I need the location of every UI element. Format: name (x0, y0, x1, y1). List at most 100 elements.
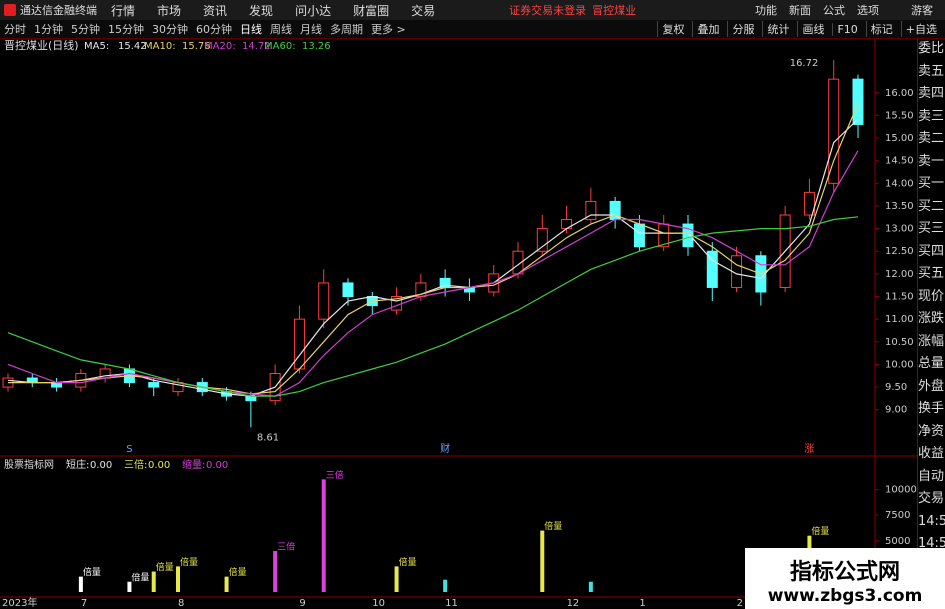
legend-value: 15.76 (182, 41, 211, 52)
y-tick-label: 15.50 (885, 110, 914, 121)
period-tab[interactable]: 1分钟 (34, 23, 63, 36)
volume-bar (394, 566, 399, 592)
menu-item[interactable]: 交易 (411, 3, 436, 18)
bar-annotation: 倍量 (83, 566, 101, 578)
period-tab[interactable]: 60分钟 (196, 23, 232, 36)
y-tick-label: 16.00 (885, 88, 914, 99)
field-value: 0.00 (206, 460, 228, 471)
legend-name: MA60: (264, 41, 296, 52)
menu-item[interactable]: 市场 (157, 3, 182, 18)
quote-label: 委比 (918, 41, 945, 56)
y-tick-label: 13.00 (885, 224, 914, 235)
y-tick-label: 13.50 (885, 201, 914, 212)
ma-line (7, 118, 859, 397)
watermark: 指标公式网 www.zbgs3.com (745, 548, 945, 609)
menu-item[interactable]: 问小达 (295, 3, 332, 18)
side-panel: 委比 卖五 卖四 卖三 卖二 卖一 买一 买二 买三 买四 买五 现价 涨跌 涨幅 总量 外盘 换手 净资 收益 自动… (917, 38, 945, 609)
bar-annotation: 三倍 (277, 541, 295, 553)
toolbar: 分时 1分钟 5分钟 15分钟 30分钟 60分钟 日线 周线 月线 多周期 更多 > 复权 叠加 分服统… (0, 20, 945, 39)
period-tab[interactable]: 日线 (240, 23, 262, 36)
x-tick-label: 10 (372, 598, 385, 609)
quote-label: 现价 (918, 288, 945, 304)
volume-bar (176, 566, 180, 592)
quote-label: 买三 (918, 221, 945, 236)
menu-item[interactable]: 选项 (857, 4, 879, 17)
ma-line (8, 103, 859, 395)
quote-label: 买一 (918, 176, 945, 191)
tool-button[interactable]: 复权 (657, 21, 684, 37)
field-name: 三倍: (124, 458, 147, 471)
legend-name: MA20: (204, 41, 236, 52)
legend-value: 14.72 (242, 41, 271, 52)
y-tick-label: 11.00 (885, 314, 914, 325)
period-tab[interactable]: 月线 (300, 23, 322, 36)
period-tab[interactable]: 5分钟 (71, 23, 100, 36)
quote-label: 卖三 (918, 108, 945, 124)
y-tick-label: 14.50 (885, 156, 914, 167)
menu-item[interactable]: 功能 (755, 4, 777, 17)
watermark-title: 指标公式网 (789, 560, 900, 585)
tool-button[interactable]: 标记 (865, 21, 893, 37)
bar-annotation: 倍量 (180, 556, 198, 568)
y-tick-label: 11.50 (885, 292, 914, 303)
x-tick-label: 7 (81, 598, 87, 609)
candle-body (536, 228, 548, 252)
legend-value: 15.42 (118, 41, 147, 52)
tool-button[interactable]: 画线 (797, 21, 824, 37)
volume-bar (540, 530, 545, 592)
legend-name: MA10: (144, 41, 176, 52)
high-annotation: 16.72 (790, 58, 819, 69)
user[interactable]: 游客 (911, 4, 933, 17)
menu-item[interactable]: 财富圈 (353, 3, 390, 18)
app-logo (4, 4, 16, 16)
quote-label: 净资 (918, 423, 945, 439)
y-tick-label: 14.00 (885, 178, 914, 189)
candle-body (852, 78, 864, 125)
menu-item[interactable]: 新面 (789, 4, 811, 17)
bar-annotation: 倍量 (811, 525, 829, 537)
y-tick-label: 9.50 (885, 382, 907, 393)
tool-button[interactable]: +自选 (900, 21, 937, 37)
y-tick-label: 7500 (885, 510, 910, 521)
candle-body (293, 318, 305, 370)
period-tab[interactable]: 30分钟 (152, 23, 188, 36)
y-tick-label: 10.50 (885, 337, 914, 348)
tool-button[interactable]: 叠加 (692, 21, 719, 37)
menu-item[interactable]: 行情 (111, 3, 136, 18)
tool-button[interactable]: F10 (832, 22, 858, 36)
bar-annotation: 三倍 (326, 469, 344, 481)
panel-title: 股票指标网 (4, 458, 54, 471)
period-tab[interactable]: 更多 > (371, 23, 406, 36)
candle-body (633, 223, 645, 248)
y-tick-label: 12.00 (885, 269, 914, 280)
candle-body (318, 282, 330, 320)
period-tab[interactable]: 分时 (4, 23, 26, 36)
tool-button[interactable]: 分服 (727, 21, 754, 37)
x-tick-label: 11 (445, 598, 458, 609)
quote-label: 涨幅 (918, 333, 945, 349)
quote-label: 14:50 (918, 536, 945, 551)
quote-label: 卖五 (918, 63, 945, 79)
candle-body (585, 200, 597, 221)
candle-body (148, 382, 160, 388)
candle-body (828, 78, 840, 184)
y-tick-label: 12.50 (885, 246, 914, 257)
y-tick-label: 5000 (885, 536, 910, 547)
quote-label: 买五 (918, 266, 945, 281)
volume-bar (151, 571, 156, 592)
menu-item[interactable]: 发现 (249, 3, 274, 18)
status: 证券交易未登录 (509, 4, 587, 17)
bar-annotation: 倍量 (229, 566, 247, 578)
quote-label: 交易 (918, 491, 945, 506)
period-tab[interactable]: 周线 (270, 23, 292, 36)
menu-item[interactable]: 资讯 (203, 3, 228, 18)
menu-item[interactable]: 公式 (823, 4, 845, 17)
volume-bar (588, 581, 593, 592)
period-tab[interactable]: 多周期 (330, 23, 363, 36)
quote-label: 买四 (918, 243, 945, 259)
tool-button[interactable]: 统计 (762, 21, 789, 37)
legend-name: MA5: (84, 41, 109, 52)
quote-label: 总量 (918, 356, 945, 371)
ma-line (7, 150, 859, 397)
period-tab[interactable]: 15分钟 (108, 23, 144, 36)
